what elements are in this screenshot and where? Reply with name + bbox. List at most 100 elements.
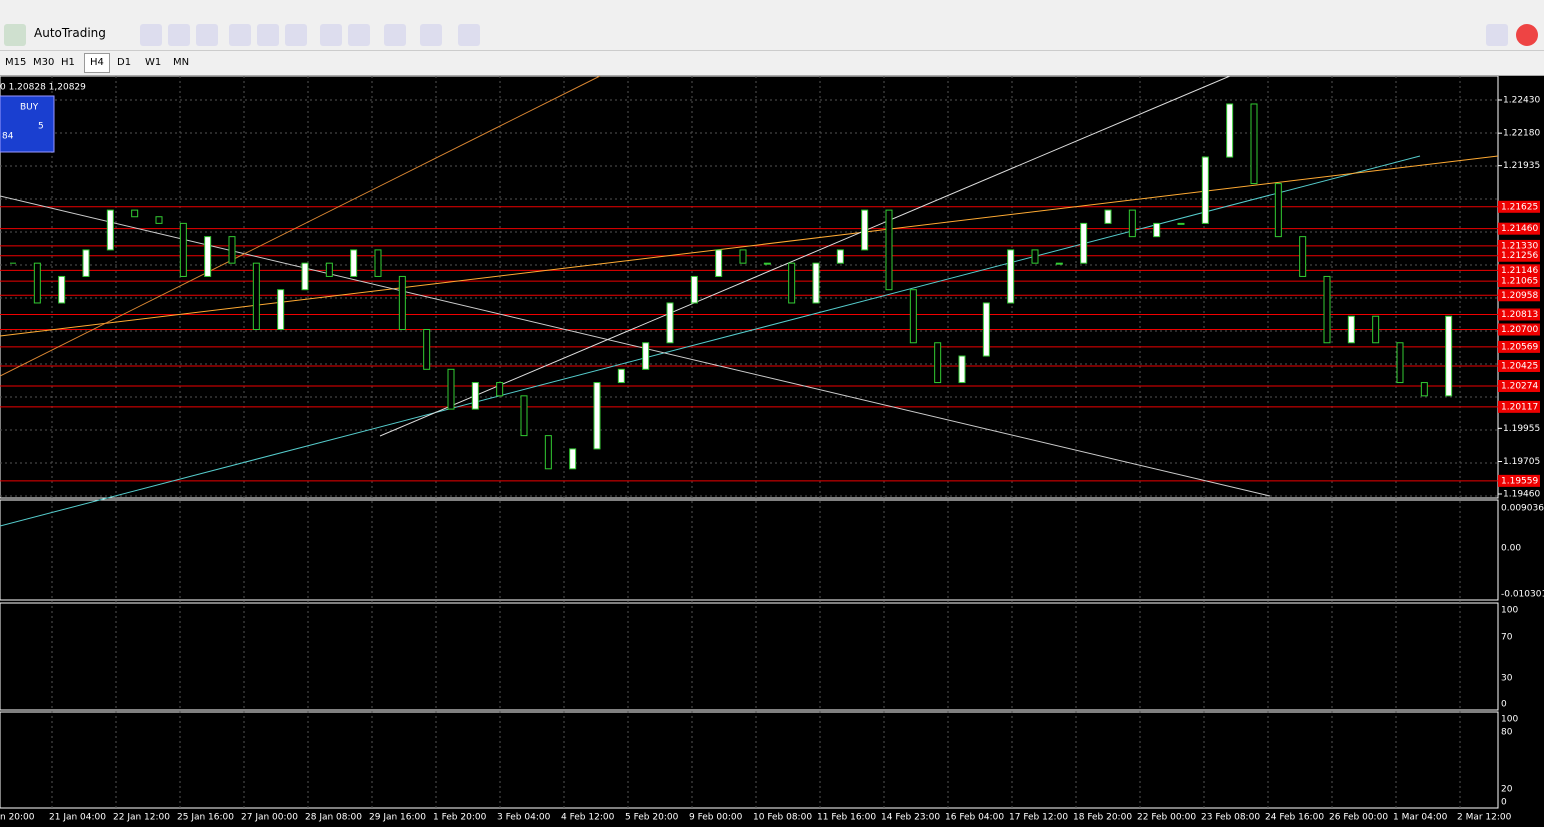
timeframe-tab[interactable]: MN [173, 57, 190, 68]
search-button[interactable] [1486, 24, 1508, 46]
candle [1372, 315, 1380, 344]
candle [301, 262, 309, 291]
indicator-axis-label: 70 [1501, 633, 1513, 643]
bar-chart-button[interactable] [140, 24, 162, 46]
panel-frame [0, 602, 1499, 711]
level-box [1498, 264, 1540, 277]
indicator-axis-label: -0.010301 [1501, 590, 1544, 600]
candle [350, 249, 358, 277]
timeframe-tab[interactable]: W1 [145, 57, 162, 68]
level-box [1498, 474, 1540, 487]
candle [106, 209, 114, 251]
price-label: 1.19460 [1503, 490, 1540, 500]
level-label: 1.20425 [1501, 361, 1538, 371]
time-label: 16 Feb 04:00 [945, 813, 1004, 823]
candle [715, 249, 723, 277]
candle [763, 262, 771, 265]
zoom-out-button[interactable] [257, 24, 279, 46]
candle [885, 209, 893, 291]
level-label: 1.21460 [1501, 224, 1538, 234]
candle [1323, 275, 1331, 344]
tile-button[interactable] [285, 24, 307, 46]
candle [228, 236, 236, 264]
timeframe-tab[interactable]: D1 [117, 57, 132, 68]
shift-button[interactable] [348, 24, 370, 46]
candle [812, 262, 820, 304]
time-label: 28 Jan 08:00 [305, 813, 362, 823]
timeframe-tab[interactable]: M15 [5, 57, 27, 68]
candle [1445, 315, 1453, 397]
periods-button[interactable] [420, 24, 442, 46]
candle [1201, 156, 1209, 224]
time-label: n 20:00 [0, 813, 35, 823]
candle [82, 249, 90, 277]
level-label: 1.20274 [1501, 382, 1538, 392]
time-label: 18 Feb 20:00 [1073, 813, 1132, 823]
candle [1250, 103, 1258, 185]
buy-label: BUY [20, 103, 39, 113]
scroll-button[interactable] [320, 24, 342, 46]
time-label: 29 Jan 16:00 [369, 813, 426, 823]
time-label: 21 Jan 04:00 [49, 813, 106, 823]
candle-button[interactable] [168, 24, 190, 46]
candle [1128, 209, 1136, 238]
time-label: 23 Feb 08:00 [1201, 813, 1260, 823]
indicator-axis-label: 0 [1501, 700, 1507, 710]
level-label: 1.21146 [1501, 266, 1538, 276]
line-chart-button[interactable] [196, 24, 218, 46]
trend-line [0, 155, 1499, 337]
candle [1031, 249, 1039, 264]
time-label: 5 Feb 20:00 [625, 813, 679, 823]
level-box [1498, 200, 1540, 213]
candle [934, 342, 942, 384]
candle [1396, 342, 1404, 384]
candle [1055, 262, 1063, 265]
time-label: 10 Feb 08:00 [753, 813, 812, 823]
candle [1420, 382, 1428, 397]
level-label: 1.20569 [1501, 342, 1538, 352]
indicator-axis-label: 30 [1501, 674, 1513, 684]
timeframe-tab[interactable]: H4 [84, 53, 110, 73]
candle [179, 222, 187, 277]
notifications-button[interactable] [1516, 24, 1538, 46]
indicator-axis-label: 0 [1501, 798, 1507, 808]
candle [252, 262, 260, 331]
templates-button[interactable] [458, 24, 480, 46]
level-box [1498, 323, 1540, 336]
candle [1007, 249, 1015, 304]
candle [788, 262, 796, 304]
zoom-in-button[interactable] [229, 24, 251, 46]
level-box [1498, 239, 1540, 252]
candle [277, 289, 285, 331]
candle [520, 395, 528, 437]
time-label: 26 Feb 00:00 [1329, 813, 1388, 823]
time-label: 25 Jan 16:00 [177, 813, 234, 823]
level-label: 1.21625 [1501, 202, 1538, 212]
autotrading-button[interactable]: AutoTrading [34, 26, 106, 40]
signal-button[interactable] [4, 24, 26, 46]
level-box [1498, 275, 1540, 288]
toolbar: AutoTrading [0, 0, 1544, 51]
candle [204, 236, 212, 277]
timeframe-tab[interactable]: H1 [61, 57, 75, 68]
time-label: 17 Feb 12:00 [1009, 813, 1068, 823]
candle [398, 275, 406, 331]
buy-panel [0, 95, 55, 153]
candle [1177, 222, 1185, 225]
candle [496, 382, 504, 397]
price-label: 1.22430 [1503, 96, 1540, 106]
candle [447, 368, 455, 410]
candle [1299, 236, 1307, 277]
candle [1104, 209, 1112, 224]
level-label: 1.20700 [1501, 325, 1538, 335]
candle [739, 249, 747, 264]
time-label: 3 Feb 04:00 [497, 813, 551, 823]
candle [58, 275, 66, 304]
price-label: 1.22180 [1503, 129, 1540, 139]
level-label: 1.21256 [1501, 251, 1538, 261]
candle [958, 355, 966, 384]
candle [471, 382, 479, 410]
time-label: 14 Feb 23:00 [881, 813, 940, 823]
timeframe-tab[interactable]: M30 [33, 57, 55, 68]
indicators-button[interactable] [384, 24, 406, 46]
